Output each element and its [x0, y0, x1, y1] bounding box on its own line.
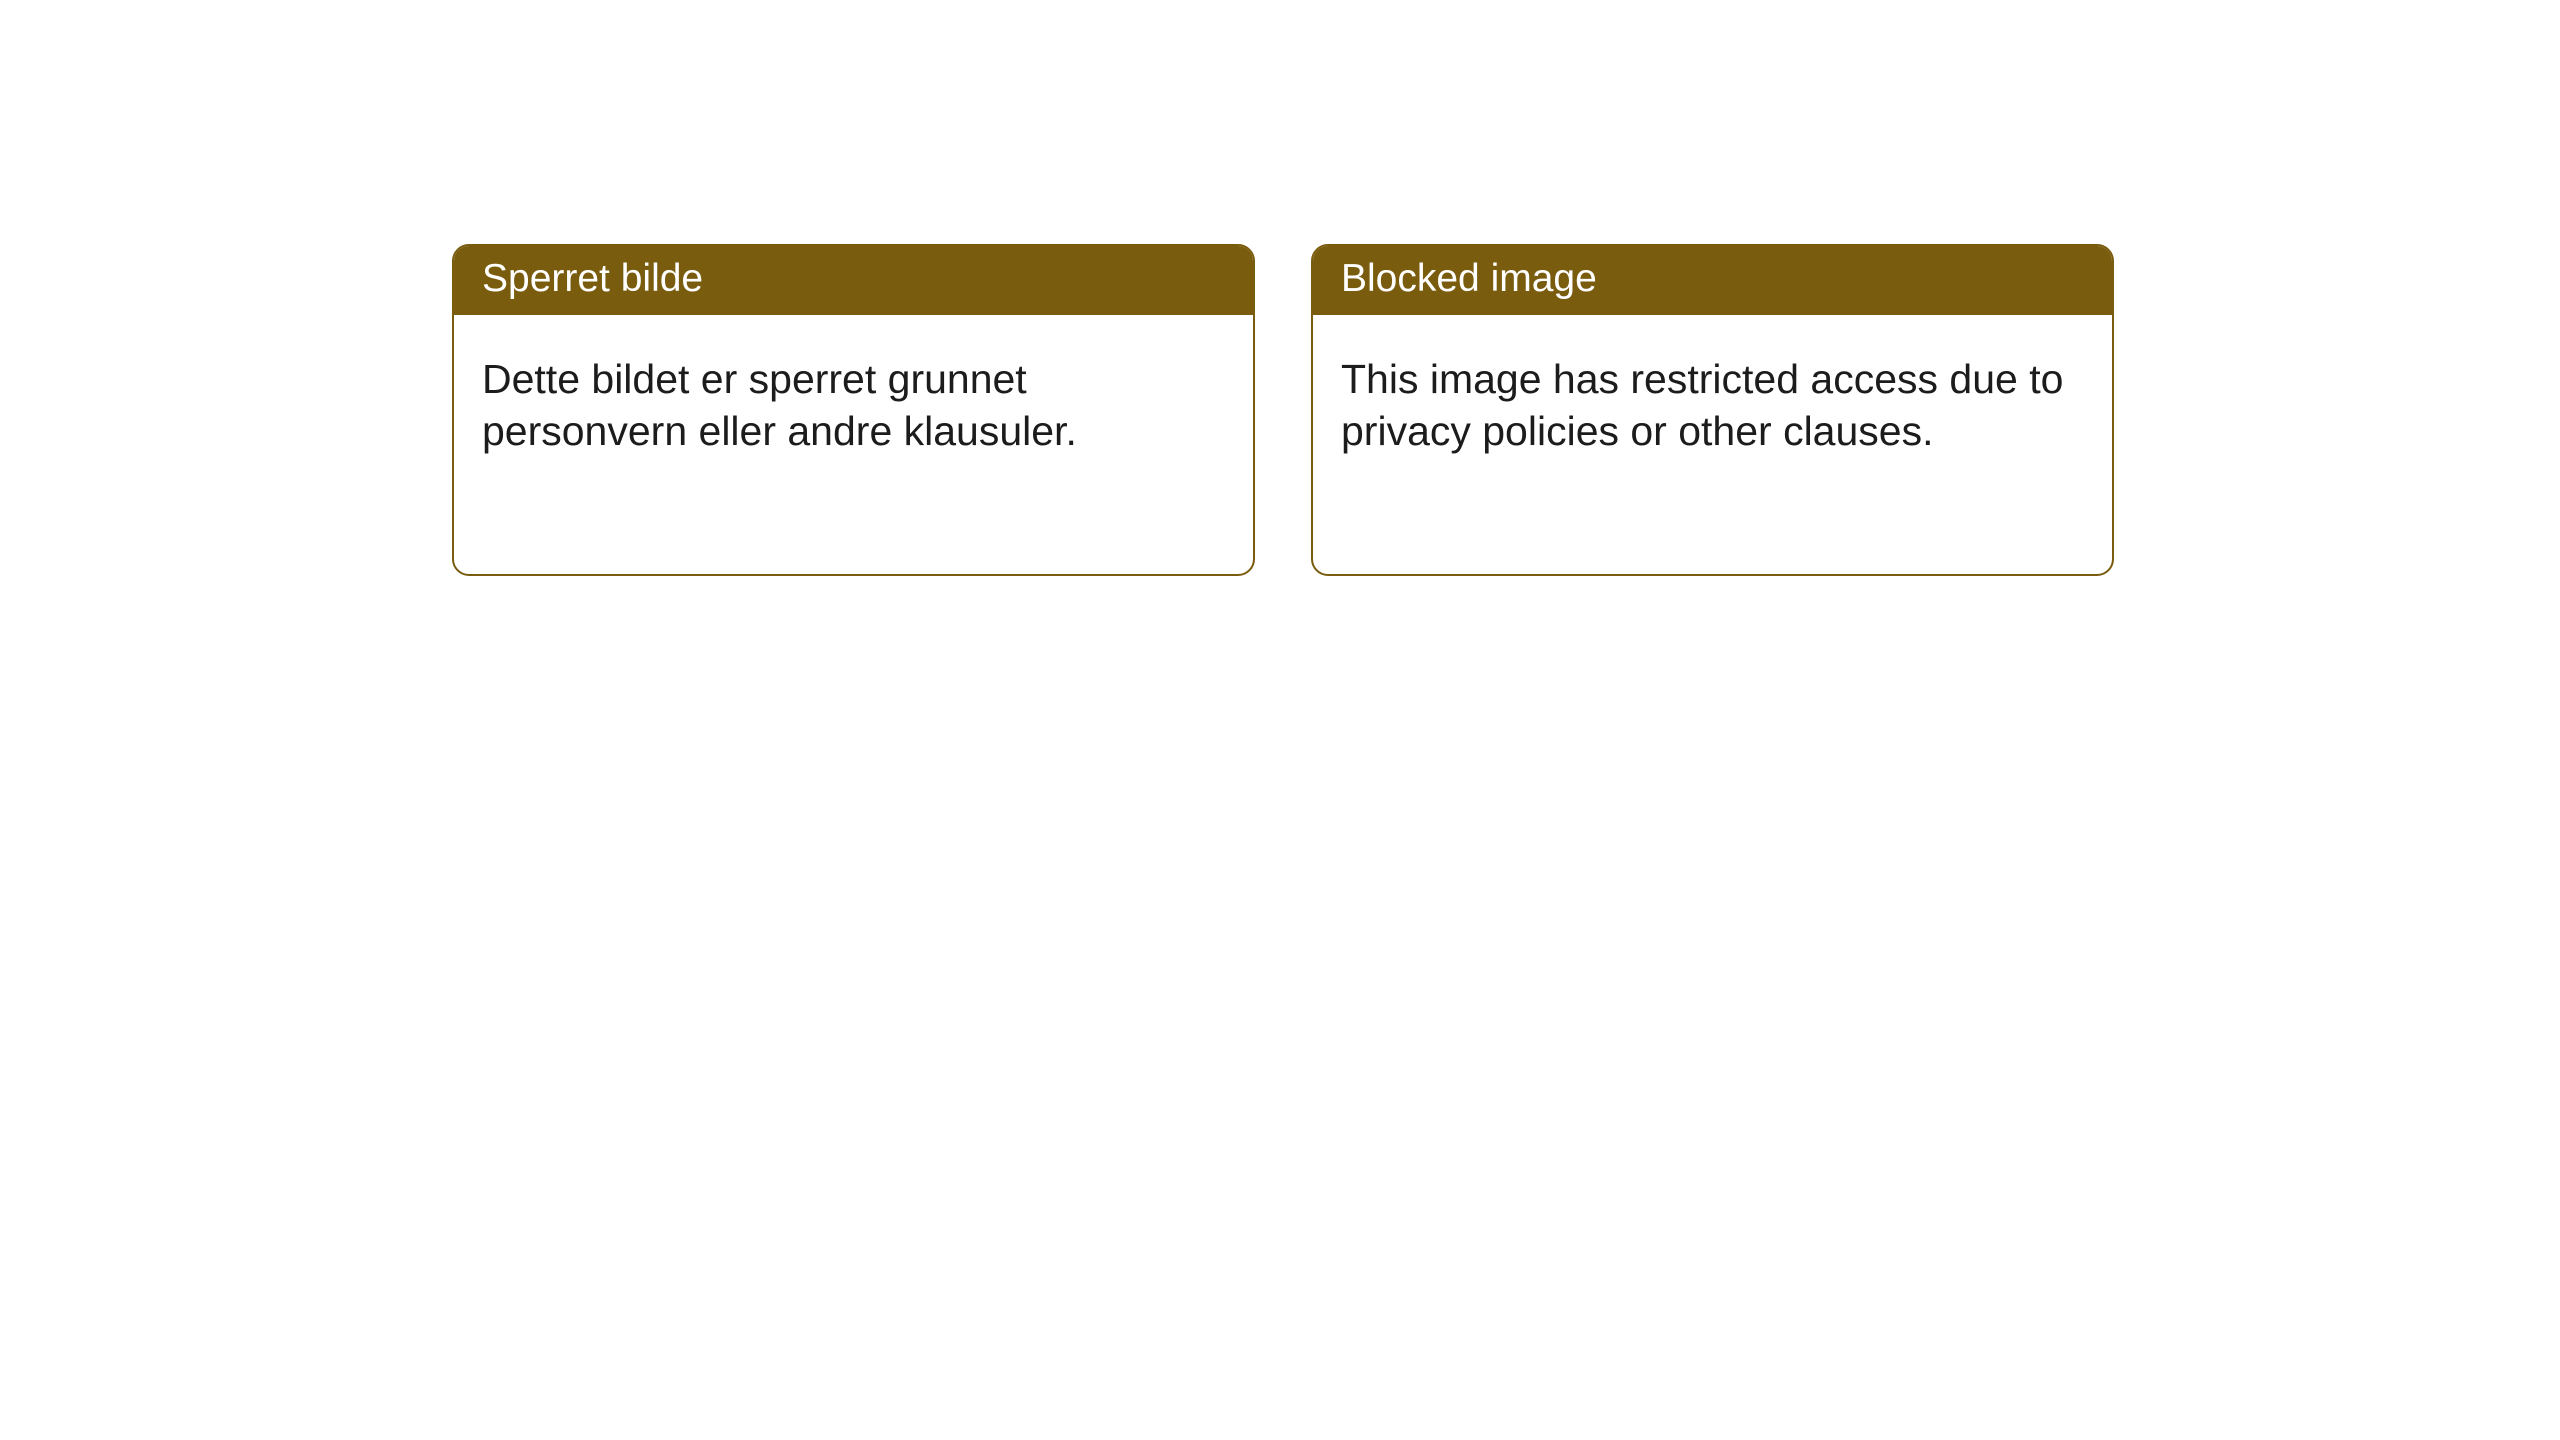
notice-header: Blocked image	[1313, 246, 2112, 315]
notice-body: This image has restricted access due to …	[1313, 315, 2112, 486]
notice-header: Sperret bilde	[454, 246, 1253, 315]
notice-body: Dette bildet er sperret grunnet personve…	[454, 315, 1253, 486]
notice-box-english: Blocked image This image has restricted …	[1311, 244, 2114, 576]
notice-container: Sperret bilde Dette bildet er sperret gr…	[452, 244, 2560, 576]
notice-box-norwegian: Sperret bilde Dette bildet er sperret gr…	[452, 244, 1255, 576]
